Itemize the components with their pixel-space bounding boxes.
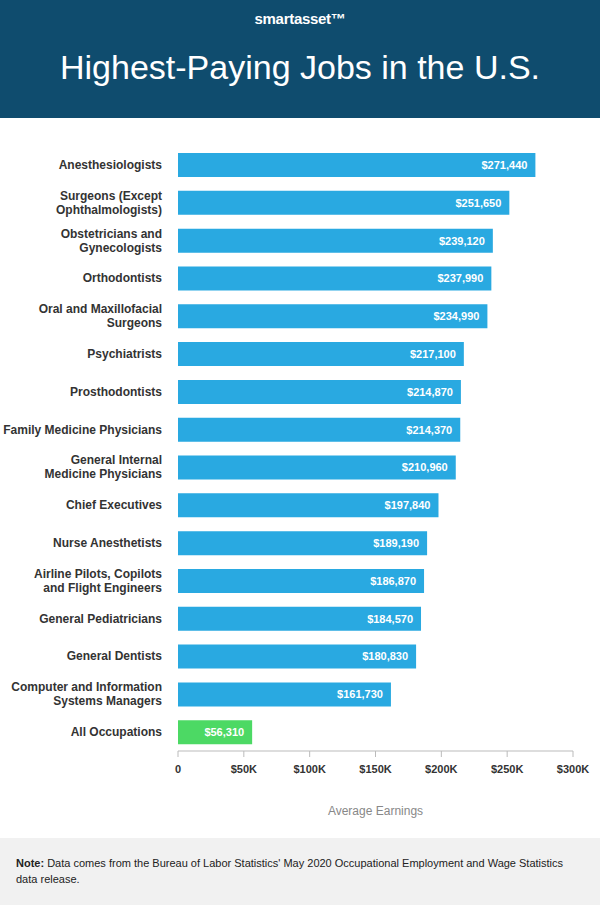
svg-text:Surgeons (ExceptOphthalmologis: Surgeons (ExceptOphthalmologists) <box>56 189 162 217</box>
svg-text:$239,120: $239,120 <box>439 235 485 247</box>
svg-text:$250K: $250K <box>491 763 523 775</box>
svg-text:Orthodontists: Orthodontists <box>83 271 163 285</box>
svg-text:Family Medicine Physicians: Family Medicine Physicians <box>8 423 162 437</box>
svg-text:Average Earnings: Average Earnings <box>328 804 423 818</box>
svg-text:$184,570: $184,570 <box>367 613 413 625</box>
svg-text:Psychiatrists: Psychiatrists <box>87 347 162 361</box>
svg-text:All Occupations: All Occupations <box>71 725 163 739</box>
svg-text:Anesthesiologists: Anesthesiologists <box>59 158 163 172</box>
svg-text:Obstetricians andGynecologists: Obstetricians andGynecologists <box>61 227 163 255</box>
svg-text:$180,830: $180,830 <box>362 650 408 662</box>
svg-text:General InternalMedicine Physi: General InternalMedicine Physicians <box>45 453 163 481</box>
svg-text:$189,190: $189,190 <box>373 537 419 549</box>
svg-text:Nurse Anesthetists: Nurse Anesthetists <box>53 536 162 550</box>
svg-text:$237,990: $237,990 <box>437 272 483 284</box>
svg-text:General Pediatricians: General Pediatricians <box>39 612 162 626</box>
svg-text:Airline Pilots, Copilotsand Fl: Airline Pilots, Copilotsand Flight Engin… <box>34 567 162 595</box>
svg-text:Computer and InformationSystem: Computer and InformationSystems Managers <box>11 680 162 708</box>
svg-text:$214,370: $214,370 <box>406 424 452 436</box>
svg-text:$186,870: $186,870 <box>370 575 416 587</box>
svg-text:$50K: $50K <box>231 763 257 775</box>
svg-text:Prosthodontists: Prosthodontists <box>70 385 162 399</box>
svg-text:Oral and MaxillofacialSurgeons: Oral and MaxillofacialSurgeons <box>39 302 163 330</box>
svg-text:$217,100: $217,100 <box>410 348 456 360</box>
svg-text:$200K: $200K <box>425 763 457 775</box>
svg-text:$271,440: $271,440 <box>482 159 528 171</box>
html-text:smartasset™: smartasset™ <box>254 10 346 27</box>
svg-text:$161,730: $161,730 <box>337 688 383 700</box>
svg-text:Chief Executives: Chief Executives <box>66 498 162 512</box>
svg-text:$214,870: $214,870 <box>407 386 453 398</box>
html-text:Highest-Paying Jobs in the U.S: Highest-Paying Jobs in the U.S. <box>60 48 540 86</box>
svg-text:$210,960: $210,960 <box>402 461 448 473</box>
svg-text:$234,990: $234,990 <box>434 310 480 322</box>
svg-text:$56,310: $56,310 <box>204 726 244 738</box>
svg-text:$251,650: $251,650 <box>455 197 501 209</box>
svg-text:$300K: $300K <box>557 763 589 775</box>
svg-text:$100K: $100K <box>293 763 325 775</box>
svg-text:$197,840: $197,840 <box>385 499 431 511</box>
html-text:Note: Data comes from the Bure: Note: Data comes from the Bureau of Labo… <box>16 857 564 885</box>
svg-text:$150K: $150K <box>359 763 391 775</box>
svg-text:General Dentists: General Dentists <box>67 649 163 663</box>
svg-text:0: 0 <box>175 763 181 775</box>
